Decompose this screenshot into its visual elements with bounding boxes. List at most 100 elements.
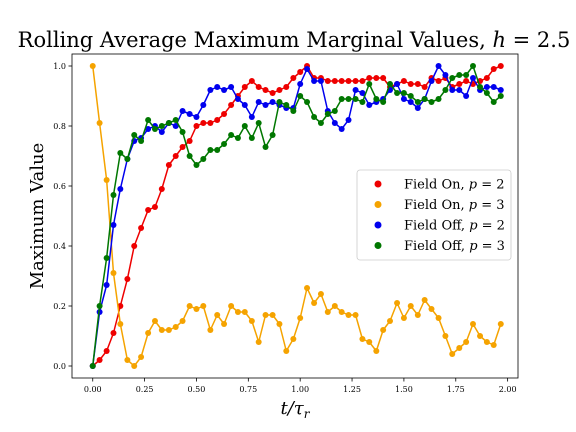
data-point — [414, 81, 421, 87]
data-point — [497, 93, 504, 99]
data-point — [469, 321, 476, 327]
data-point — [428, 78, 435, 84]
series-1 — [89, 63, 504, 369]
data-point — [103, 348, 110, 354]
data-point — [158, 129, 165, 135]
data-point — [304, 285, 311, 291]
data-point — [221, 141, 228, 147]
data-point — [380, 327, 387, 333]
data-point — [345, 117, 352, 123]
data-point — [241, 309, 248, 315]
data-point — [172, 117, 179, 123]
data-point — [214, 84, 221, 90]
data-point — [311, 78, 318, 84]
data-point — [373, 348, 380, 354]
data-point — [442, 87, 449, 93]
plot-area — [71, 53, 519, 379]
data-point — [117, 186, 124, 192]
data-point — [387, 318, 394, 324]
data-point — [483, 339, 490, 345]
data-point — [207, 147, 214, 153]
data-point — [145, 207, 152, 213]
data-point — [165, 162, 172, 168]
data-point — [442, 72, 449, 78]
data-point — [186, 153, 193, 159]
data-point — [366, 339, 373, 345]
data-point — [96, 303, 103, 309]
data-point — [331, 120, 338, 126]
x-tick-label: 0.00 — [84, 385, 102, 394]
data-point — [331, 303, 338, 309]
data-point — [248, 78, 255, 84]
data-point — [407, 93, 414, 99]
data-point — [248, 135, 255, 141]
data-point — [324, 78, 331, 84]
data-point — [110, 270, 117, 276]
data-point — [269, 312, 276, 318]
data-point — [255, 99, 262, 105]
data-point — [241, 123, 248, 129]
data-point — [311, 300, 318, 306]
legend-label-text: Field Off, — [404, 239, 469, 254]
data-point — [145, 126, 152, 132]
data-point — [255, 84, 262, 90]
legend-label-var: p — [469, 198, 478, 213]
data-point — [96, 120, 103, 126]
data-point — [179, 108, 186, 114]
data-point — [124, 276, 131, 282]
data-point — [283, 84, 290, 90]
data-point — [304, 66, 311, 72]
data-point — [428, 306, 435, 312]
data-point — [407, 99, 414, 105]
data-point — [366, 81, 373, 87]
legend-marker-2 — [374, 221, 382, 229]
data-point — [331, 78, 338, 84]
data-point — [214, 147, 221, 153]
data-point — [96, 357, 103, 363]
data-point — [490, 342, 497, 348]
data-point — [158, 327, 165, 333]
data-point — [89, 363, 96, 369]
data-point — [269, 90, 276, 96]
data-point — [151, 204, 158, 210]
data-point — [214, 312, 221, 318]
data-point — [290, 336, 297, 342]
data-point — [269, 132, 276, 138]
legend-marker-3 — [374, 242, 382, 249]
data-point — [469, 75, 476, 81]
y-tick-label: 0.0 — [53, 362, 66, 371]
data-point — [477, 333, 484, 339]
data-point — [110, 330, 117, 336]
data-point — [186, 303, 193, 309]
data-point — [338, 96, 345, 102]
data-point — [359, 99, 366, 105]
data-point — [124, 156, 131, 162]
data-point — [435, 63, 442, 69]
data-point — [317, 291, 324, 297]
data-point — [172, 324, 179, 330]
data-point — [262, 87, 269, 93]
data-point — [497, 87, 504, 93]
data-point — [317, 78, 324, 84]
data-point — [400, 315, 407, 321]
x-tick-label: 0.50 — [188, 385, 206, 394]
data-point — [304, 99, 311, 105]
data-point — [228, 84, 235, 90]
data-point — [449, 87, 456, 93]
legend-box — [356, 169, 512, 261]
data-point — [172, 153, 179, 159]
legend-marker-1 — [374, 201, 382, 208]
data-point — [262, 312, 269, 318]
data-point — [262, 144, 269, 150]
data-point — [366, 102, 373, 108]
data-point — [145, 330, 152, 336]
data-point — [221, 87, 228, 93]
data-point — [179, 318, 186, 324]
data-point — [400, 78, 407, 84]
data-point — [234, 309, 241, 315]
data-point — [290, 75, 297, 81]
data-point — [380, 75, 387, 81]
data-point — [435, 315, 442, 321]
data-point — [276, 87, 283, 93]
